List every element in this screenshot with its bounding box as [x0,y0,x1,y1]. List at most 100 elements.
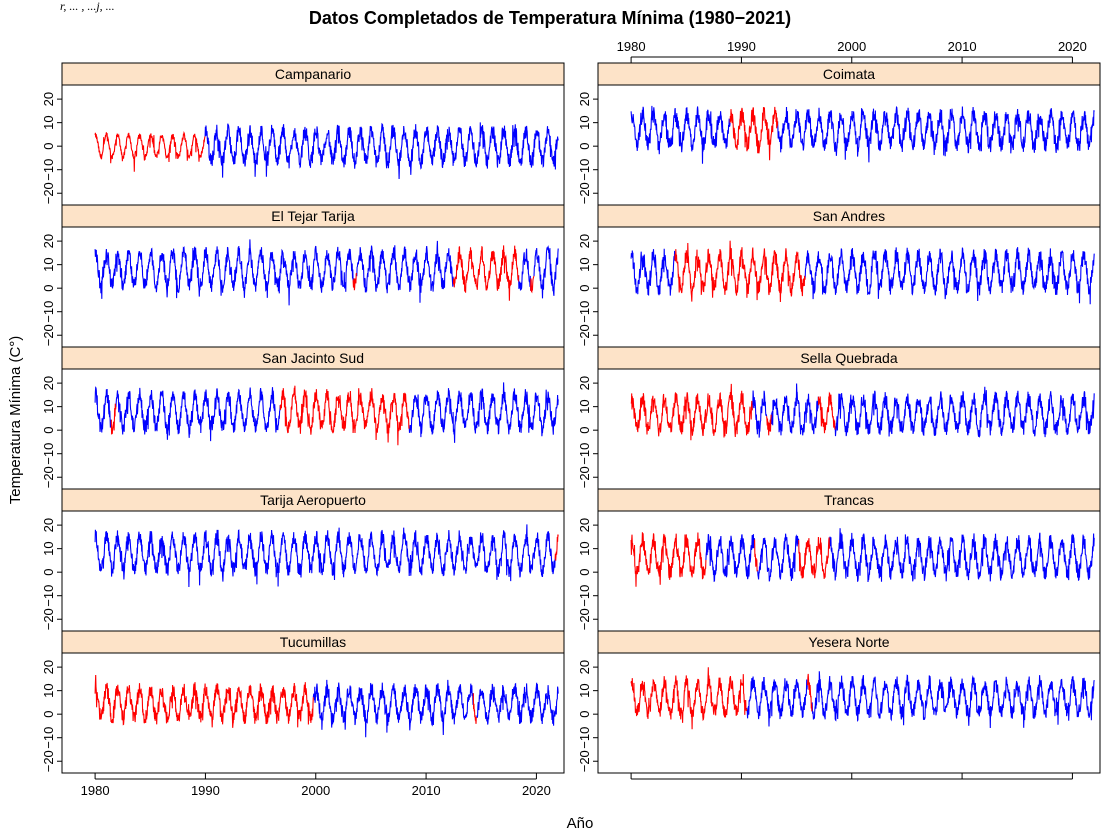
y-tick-label: 20 [41,376,56,390]
y-tick-label: −20 [577,466,592,488]
y-tick-label: −10 [41,301,56,323]
y-tick-label: 0 [577,285,592,292]
y-tick-label: 10 [41,257,56,271]
panel-strip-label: Trancas [824,492,874,508]
y-axis-label: Temperatura Mínima (C°) [7,336,24,505]
y-tick-label: 0 [41,569,56,576]
y-tick-label: 0 [41,427,56,434]
x-tick-label: 2020 [522,783,551,798]
series-observed [312,679,559,738]
y-tick-label: 20 [577,660,592,674]
series-completed [630,383,836,441]
series-completed [630,667,813,730]
x-tick-label: 2000 [301,783,330,798]
y-tick-label: 0 [41,711,56,718]
y-tick-label: 10 [577,257,592,271]
panel-plot-area [597,226,1101,348]
y-tick-label: 20 [577,234,592,248]
y-tick-label: 10 [577,115,592,129]
panel-strip-label: El Tejar Tarija [271,208,355,224]
y-tick-label: −10 [577,301,592,323]
y-tick-label: −10 [41,585,56,607]
panel-strip-label: Sella Quebrada [800,350,898,366]
y-tick-label: −10 [577,443,592,465]
y-tick-label: −10 [577,585,592,607]
y-tick-label: 0 [577,143,592,150]
y-tick-label: 20 [577,518,592,532]
y-tick-label: 0 [577,569,592,576]
series-observed [204,122,559,180]
y-tick-label: −10 [41,159,56,181]
y-tick-label: 20 [41,518,56,532]
y-tick-label: −20 [41,182,56,204]
y-tick-label: −10 [577,727,592,749]
series-completed [94,130,206,172]
series-observed [630,105,1095,164]
series-completed [674,240,806,303]
panel-strip-label: Tucumillas [280,634,346,650]
y-tick-label: 10 [41,541,56,555]
panel-plot-area [61,510,565,632]
y-tick-label: −10 [41,443,56,465]
x-tick-label-top: 1990 [727,39,756,54]
y-tick-label: −20 [577,608,592,630]
top-caption: r, ... , ...j, ... [60,0,115,13]
panels-group: Campanario Coimata El Tejar Tarija San Andr… [61,62,1101,774]
x-tick-label: 1990 [191,783,220,798]
y-tick-label: 10 [577,541,592,555]
y-tick-label: 0 [577,711,592,718]
y-tick-label: 20 [41,234,56,248]
panel-plot-area [597,368,1101,490]
series-observed [705,528,1095,583]
panel-strip-label: Yesera Norte [808,634,889,650]
panel-strip-label: Campanario [275,66,351,82]
y-tick-label: 20 [577,92,592,106]
series-completed [110,385,410,446]
x-tick-label-top: 2020 [1058,39,1087,54]
y-tick-label: −10 [577,159,592,181]
x-tick-label-top: 2000 [837,39,866,54]
y-tick-label: 20 [41,660,56,674]
y-tick-label: 0 [41,143,56,150]
y-tick-label: 20 [41,92,56,106]
series-observed [746,671,1095,729]
axes-group: −20−1001020−20−1001020−20−1001020−20−100… [41,39,1087,798]
series-observed [630,247,1095,305]
panel-plot-area [61,226,565,348]
y-tick-label: −20 [577,182,592,204]
y-tick-label: −20 [41,608,56,630]
y-tick-label: 10 [41,399,56,413]
y-tick-label: 10 [41,115,56,129]
x-tick-label: 2010 [412,783,441,798]
x-tick-label: 1980 [81,783,110,798]
series-observed [751,383,1095,439]
y-tick-label: −20 [41,324,56,346]
y-tick-label: 0 [41,285,56,292]
x-axis-label: Año [567,815,594,832]
y-tick-label: 20 [577,376,592,390]
y-tick-label: 10 [577,399,592,413]
y-tick-label: 10 [41,683,56,697]
panel-strip-label: Coimata [823,66,875,82]
y-tick-label: 10 [577,683,592,697]
x-tick-label-top: 1980 [617,39,646,54]
y-tick-label: −20 [41,750,56,772]
chart-title: Datos Completados de Temperatura Mínima … [309,8,791,28]
series-completed [94,674,477,728]
y-tick-label: −20 [577,750,592,772]
series-observed [94,382,559,443]
y-tick-label: −10 [41,727,56,749]
panel-strip-label: San Andres [813,208,885,224]
series-completed [630,532,830,587]
y-tick-label: 0 [577,427,592,434]
series-completed [729,106,779,161]
series-completed [352,245,535,301]
panel-strip-label: San Jacinto Sud [262,350,364,366]
panel-strip-label: Tarija Aeropuerto [260,492,366,508]
series-observed [94,239,559,306]
y-tick-label: −20 [577,324,592,346]
series-completed [554,534,559,561]
series-observed [94,524,556,588]
x-tick-label-top: 2010 [948,39,977,54]
